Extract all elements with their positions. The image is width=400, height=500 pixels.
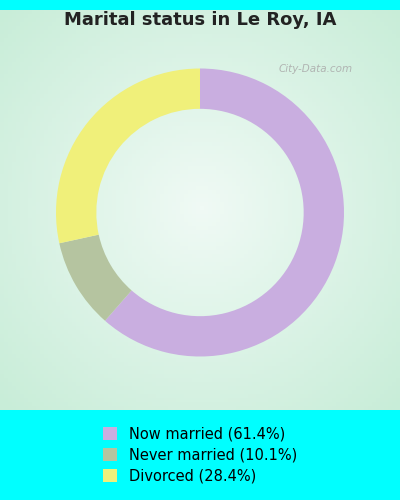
Text: Marital status in Le Roy, IA: Marital status in Le Roy, IA [64, 11, 336, 29]
Legend: Now married (61.4%), Never married (10.1%), Divorced (28.4%): Now married (61.4%), Never married (10.1… [98, 422, 302, 488]
Wedge shape [59, 234, 132, 320]
Wedge shape [105, 68, 344, 356]
Wedge shape [56, 68, 200, 244]
Text: City-Data.com: City-Data.com [278, 64, 352, 74]
